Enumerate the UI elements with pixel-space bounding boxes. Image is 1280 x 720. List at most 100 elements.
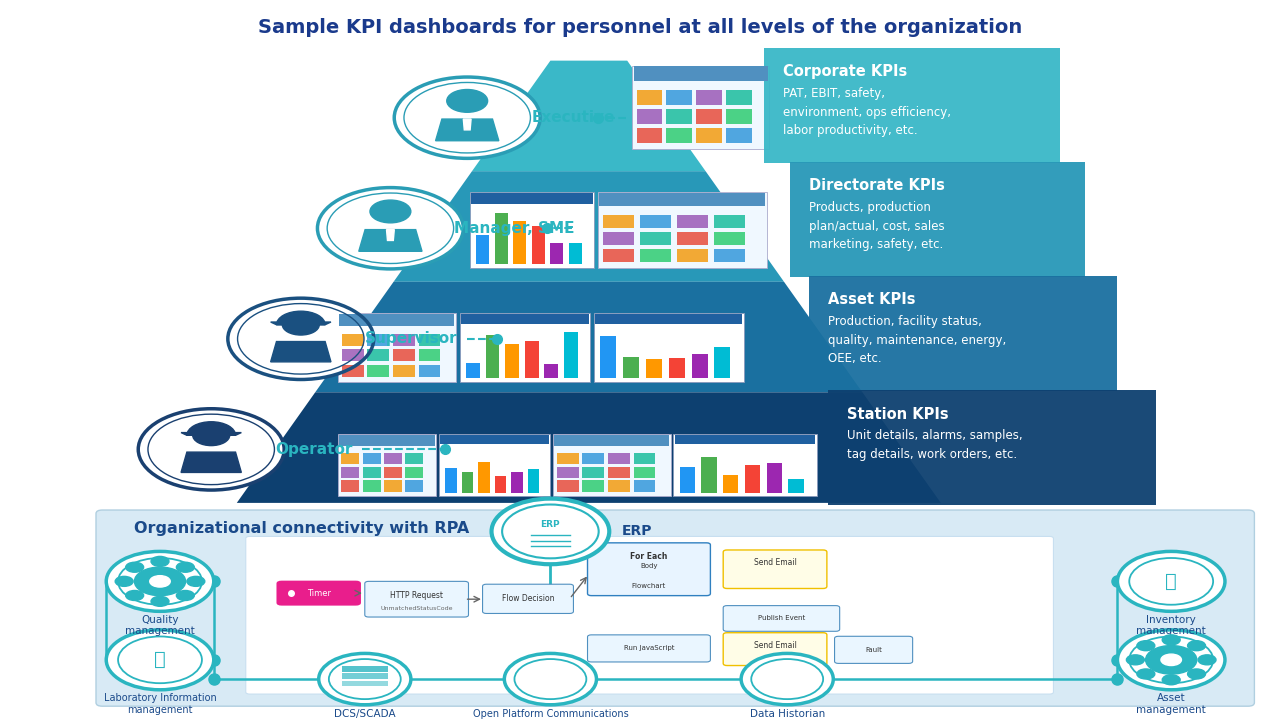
FancyBboxPatch shape bbox=[476, 235, 489, 264]
FancyBboxPatch shape bbox=[342, 453, 360, 464]
FancyBboxPatch shape bbox=[667, 109, 691, 124]
FancyBboxPatch shape bbox=[367, 349, 389, 361]
FancyBboxPatch shape bbox=[342, 666, 388, 672]
FancyBboxPatch shape bbox=[677, 248, 708, 262]
FancyBboxPatch shape bbox=[726, 127, 751, 143]
Text: Operator: Operator bbox=[275, 442, 352, 457]
Polygon shape bbox=[180, 433, 242, 436]
Text: Fault: Fault bbox=[865, 647, 882, 653]
FancyBboxPatch shape bbox=[495, 213, 508, 264]
FancyBboxPatch shape bbox=[828, 390, 1156, 505]
FancyBboxPatch shape bbox=[393, 334, 415, 346]
FancyBboxPatch shape bbox=[691, 354, 708, 378]
FancyBboxPatch shape bbox=[483, 584, 573, 613]
Text: Publish Event: Publish Event bbox=[758, 616, 805, 621]
FancyBboxPatch shape bbox=[419, 349, 440, 361]
Circle shape bbox=[125, 562, 143, 572]
Circle shape bbox=[492, 499, 609, 564]
FancyBboxPatch shape bbox=[599, 192, 765, 206]
FancyBboxPatch shape bbox=[527, 469, 539, 492]
FancyBboxPatch shape bbox=[632, 66, 769, 149]
Circle shape bbox=[504, 654, 596, 705]
Text: Manager, SME: Manager, SME bbox=[454, 221, 575, 235]
FancyBboxPatch shape bbox=[362, 480, 381, 492]
FancyBboxPatch shape bbox=[669, 359, 685, 378]
Text: 🧪: 🧪 bbox=[154, 650, 166, 670]
FancyBboxPatch shape bbox=[764, 48, 1060, 163]
FancyBboxPatch shape bbox=[419, 364, 440, 377]
FancyBboxPatch shape bbox=[557, 467, 579, 478]
FancyBboxPatch shape bbox=[634, 66, 768, 81]
FancyBboxPatch shape bbox=[362, 453, 381, 464]
FancyBboxPatch shape bbox=[367, 334, 389, 346]
FancyBboxPatch shape bbox=[406, 480, 424, 492]
FancyBboxPatch shape bbox=[513, 221, 526, 264]
Text: Quality
management: Quality management bbox=[125, 615, 195, 636]
Circle shape bbox=[447, 89, 488, 112]
Polygon shape bbox=[387, 230, 394, 240]
Circle shape bbox=[150, 576, 170, 587]
Text: PAT, EBIT, safety,
environment, ops efficiency,
labor productivity, etc.: PAT, EBIT, safety, environment, ops effi… bbox=[783, 87, 951, 137]
Text: HTTP Request: HTTP Request bbox=[390, 590, 443, 600]
FancyBboxPatch shape bbox=[723, 606, 840, 631]
FancyBboxPatch shape bbox=[342, 673, 388, 679]
Circle shape bbox=[115, 577, 133, 586]
Circle shape bbox=[1137, 669, 1155, 679]
FancyBboxPatch shape bbox=[600, 336, 616, 378]
FancyBboxPatch shape bbox=[608, 453, 630, 464]
FancyBboxPatch shape bbox=[594, 313, 744, 382]
FancyBboxPatch shape bbox=[745, 465, 760, 492]
FancyBboxPatch shape bbox=[726, 91, 751, 105]
Polygon shape bbox=[237, 392, 941, 503]
FancyBboxPatch shape bbox=[634, 480, 655, 492]
FancyBboxPatch shape bbox=[582, 453, 604, 464]
FancyBboxPatch shape bbox=[603, 215, 634, 228]
Text: Open Platform Communications: Open Platform Communications bbox=[472, 709, 628, 719]
Text: DCS/SCADA: DCS/SCADA bbox=[334, 709, 396, 719]
Circle shape bbox=[370, 200, 411, 223]
FancyBboxPatch shape bbox=[479, 462, 490, 492]
Circle shape bbox=[1126, 654, 1144, 665]
Text: Flowchart: Flowchart bbox=[632, 583, 666, 589]
FancyBboxPatch shape bbox=[701, 456, 717, 492]
Text: Flow Decision: Flow Decision bbox=[502, 594, 554, 603]
FancyBboxPatch shape bbox=[634, 467, 655, 478]
Text: Products, production
plan/actual, cost, sales
marketing, safety, etc.: Products, production plan/actual, cost, … bbox=[809, 201, 945, 251]
FancyBboxPatch shape bbox=[342, 334, 364, 346]
FancyBboxPatch shape bbox=[339, 314, 454, 326]
Text: Supervisor: Supervisor bbox=[365, 331, 457, 346]
Circle shape bbox=[193, 425, 229, 446]
FancyBboxPatch shape bbox=[461, 314, 589, 324]
FancyBboxPatch shape bbox=[714, 232, 745, 246]
FancyBboxPatch shape bbox=[384, 453, 402, 464]
Circle shape bbox=[106, 630, 214, 690]
FancyBboxPatch shape bbox=[640, 248, 671, 262]
FancyBboxPatch shape bbox=[445, 467, 457, 492]
Polygon shape bbox=[435, 119, 499, 140]
Wedge shape bbox=[276, 311, 325, 325]
FancyBboxPatch shape bbox=[588, 635, 710, 662]
Text: Station KPIs: Station KPIs bbox=[847, 407, 948, 422]
FancyBboxPatch shape bbox=[608, 467, 630, 478]
Circle shape bbox=[1162, 675, 1180, 685]
FancyBboxPatch shape bbox=[608, 480, 630, 492]
FancyBboxPatch shape bbox=[726, 109, 751, 124]
FancyBboxPatch shape bbox=[406, 467, 424, 478]
FancyBboxPatch shape bbox=[440, 435, 549, 444]
FancyBboxPatch shape bbox=[675, 435, 815, 444]
FancyBboxPatch shape bbox=[384, 480, 402, 492]
Wedge shape bbox=[187, 422, 236, 436]
Polygon shape bbox=[315, 282, 863, 392]
FancyBboxPatch shape bbox=[714, 215, 745, 228]
Circle shape bbox=[1146, 646, 1197, 674]
FancyBboxPatch shape bbox=[419, 334, 440, 346]
FancyBboxPatch shape bbox=[342, 467, 360, 478]
FancyBboxPatch shape bbox=[393, 349, 415, 361]
FancyBboxPatch shape bbox=[667, 91, 691, 105]
FancyBboxPatch shape bbox=[550, 243, 563, 264]
Circle shape bbox=[134, 567, 186, 595]
FancyBboxPatch shape bbox=[677, 215, 708, 228]
Polygon shape bbox=[472, 60, 705, 171]
Text: Run JavaScript: Run JavaScript bbox=[623, 645, 675, 652]
Circle shape bbox=[228, 298, 374, 379]
